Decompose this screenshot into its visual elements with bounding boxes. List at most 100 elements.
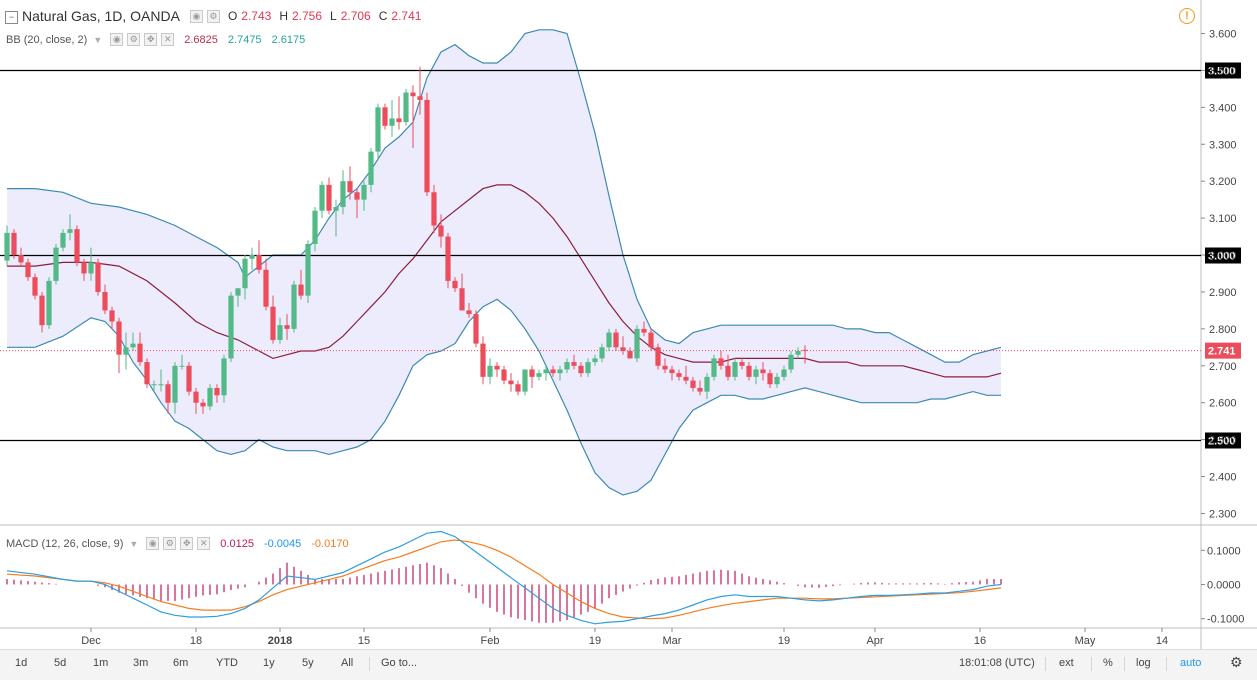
candle-body-down[interactable] (452, 280, 458, 289)
candle-body-down[interactable] (116, 321, 122, 355)
candle-body-down[interactable] (396, 118, 402, 123)
candle-body-down[interactable] (690, 380, 696, 388)
collapse-legend-icon[interactable]: − (5, 11, 18, 24)
candle-body-down[interactable] (473, 314, 479, 344)
candle-body-up[interactable] (340, 181, 346, 208)
candle-body-down[interactable] (186, 365, 192, 392)
candle-body-up[interactable] (172, 365, 178, 403)
range-3m[interactable]: 3m (133, 657, 149, 669)
candle-body-up[interactable] (53, 247, 59, 281)
bb-format-icon[interactable]: ✥ (144, 33, 158, 46)
visibility-icon[interactable]: ◉ (189, 9, 203, 23)
candle-body-down[interactable] (662, 365, 668, 370)
candle-body-up[interactable] (606, 332, 612, 348)
bb-settings-icon[interactable]: ⚙ (127, 33, 141, 46)
candle-body-up[interactable] (235, 288, 241, 296)
candle-body-up[interactable] (543, 369, 549, 374)
candle-body-down[interactable] (739, 362, 745, 366)
candle-body-up[interactable] (781, 369, 787, 377)
candle-body-down[interactable] (263, 269, 269, 307)
range-1y[interactable]: 1y (263, 657, 275, 669)
candle-body-up[interactable] (88, 262, 94, 274)
candle-body-down[interactable] (620, 347, 626, 352)
candle-body-down[interactable] (627, 351, 633, 359)
macd-dropdown-icon[interactable]: ▼ (129, 538, 139, 549)
candle-body-down[interactable] (494, 365, 500, 370)
candle-body-down[interactable] (669, 369, 675, 374)
candle-body-up[interactable] (361, 184, 367, 200)
candle-body-down[interactable] (683, 376, 689, 381)
candle-body-up[interactable] (795, 351, 801, 355)
candle-body-up[interactable] (774, 376, 780, 385)
range-1d[interactable]: 1d (15, 657, 28, 669)
candle-body-down[interactable] (760, 369, 766, 374)
candle-body-up[interactable] (557, 369, 563, 374)
candle-body-down[interactable] (515, 384, 521, 392)
range-1m[interactable]: 1m (93, 657, 109, 669)
candle-body-down[interactable] (165, 384, 171, 403)
candle-body-down[interactable] (438, 225, 444, 237)
candle-body-up[interactable] (564, 362, 570, 370)
candle-body-up[interactable] (151, 384, 157, 386)
candle-body-down[interactable] (270, 306, 276, 340)
candle-body-down[interactable] (571, 362, 577, 366)
candle-body-down[interactable] (18, 255, 24, 263)
candle-body-down[interactable] (200, 402, 206, 407)
candle-body-up[interactable] (123, 347, 129, 355)
bb-visibility-icon[interactable]: ◉ (110, 33, 124, 46)
candle-body-down[interactable] (529, 369, 535, 377)
candle-body-down[interactable] (39, 295, 45, 326)
range-ytd[interactable]: YTD (216, 657, 238, 669)
candle-body-up[interactable] (599, 347, 605, 359)
candle-body-down[interactable] (74, 229, 80, 263)
candle-body-up[interactable] (305, 243, 311, 296)
candle-body-down[interactable] (11, 232, 17, 256)
candle-body-down[interactable] (697, 387, 703, 392)
candle-body-up[interactable] (207, 387, 213, 407)
macd-label[interactable]: MACD (12, 26, close, 9) (6, 537, 124, 550)
candle-body-up[interactable] (634, 328, 640, 359)
candle-body-down[interactable] (466, 310, 472, 315)
chart-canvas[interactable]: 3.5003.0002.5002.3002.4002.5002.6002.700… (0, 0, 1257, 649)
candle-body-down[interactable] (32, 277, 38, 296)
range-5d[interactable]: 5d (54, 657, 67, 669)
candle-body-up[interactable] (389, 118, 395, 126)
candle-body-down[interactable] (81, 262, 87, 274)
candle-body-up[interactable] (228, 295, 234, 359)
candle-body-up[interactable] (753, 369, 759, 377)
candle-body-down[interactable] (648, 332, 654, 348)
candle-body-down[interactable] (550, 369, 556, 374)
candle-body-down[interactable] (326, 184, 332, 211)
candle-body-up[interactable] (179, 365, 185, 367)
candle-body-down[interactable] (284, 325, 290, 329)
candle-body-up[interactable] (277, 325, 283, 340)
bb-remove-icon[interactable]: ✕ (161, 33, 175, 46)
candle-body-down[interactable] (613, 332, 619, 348)
candle-body-up[interactable] (536, 373, 542, 377)
candle-body-down[interactable] (459, 288, 465, 311)
range-6m[interactable]: 6m (173, 657, 189, 669)
candle-body-up[interactable] (788, 354, 794, 370)
candle-body-up[interactable] (704, 376, 710, 392)
candle-body-up[interactable] (312, 210, 318, 244)
macd-settings-icon[interactable]: ⚙ (163, 537, 177, 550)
candle-body-down[interactable] (725, 365, 731, 377)
candle-body-down[interactable] (676, 373, 682, 377)
candle-body-up[interactable] (130, 343, 136, 348)
candle-body-up[interactable] (67, 229, 73, 233)
candle-body-up[interactable] (291, 284, 297, 329)
range-5y[interactable]: 5y (302, 657, 314, 669)
macd-visibility-icon[interactable]: ◉ (146, 537, 160, 550)
candle-body-down[interactable] (102, 291, 108, 311)
auto-toggle[interactable]: auto (1180, 657, 1202, 669)
candle-body-down[interactable] (95, 262, 101, 292)
clock-time[interactable]: 18:01:08 (UTC) (959, 657, 1035, 669)
ext-toggle[interactable]: ext (1059, 657, 1074, 669)
candle-body-down[interactable] (431, 192, 437, 226)
candle-body-down[interactable] (746, 365, 752, 377)
candle-body-up[interactable] (46, 280, 52, 326)
symbol-title[interactable]: Natural Gas, 1D, OANDA (22, 8, 180, 24)
candle-body-up[interactable] (522, 369, 528, 392)
candle-body-down[interactable] (655, 347, 661, 366)
candle-body-up[interactable] (249, 255, 255, 259)
